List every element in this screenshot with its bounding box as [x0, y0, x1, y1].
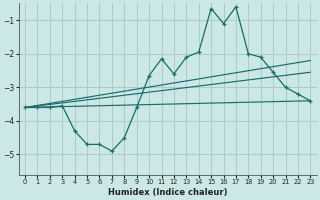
X-axis label: Humidex (Indice chaleur): Humidex (Indice chaleur): [108, 188, 228, 197]
